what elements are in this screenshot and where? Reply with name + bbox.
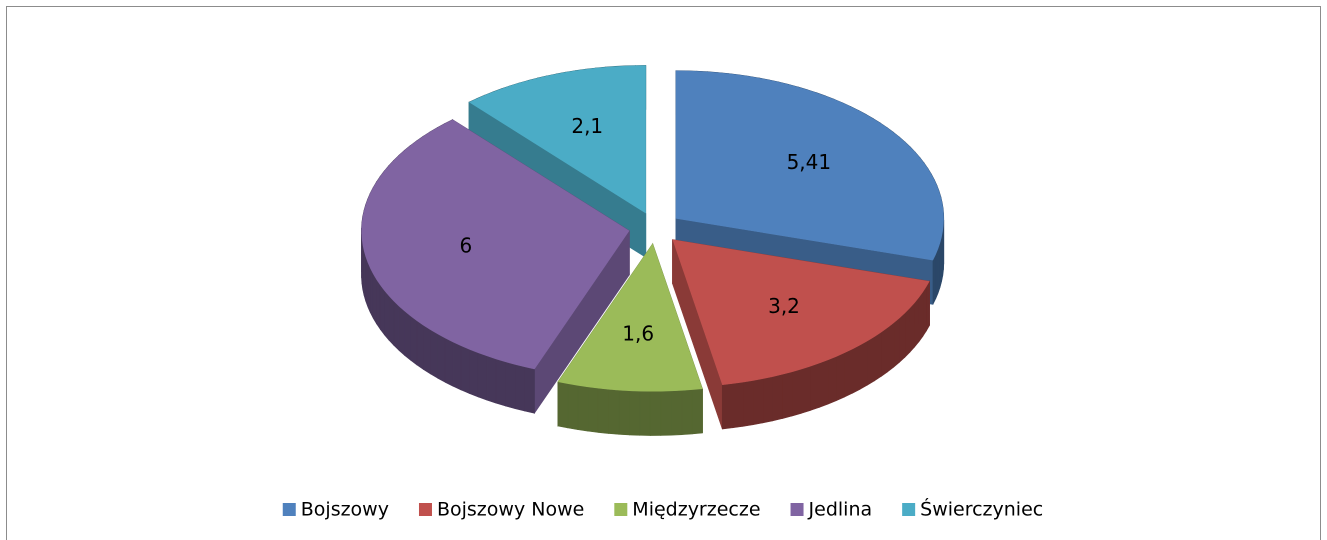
- legend-swatch: [418, 503, 432, 516]
- slice-side: [660, 390, 672, 436]
- slice-side: [874, 331, 882, 382]
- slice-side: [437, 333, 446, 383]
- slice-top: [675, 70, 944, 261]
- slice-top: [468, 65, 646, 214]
- slice-side: [791, 368, 802, 417]
- slice-side: [899, 312, 906, 363]
- slice-side: [367, 262, 371, 313]
- slice-side: [372, 273, 377, 325]
- slice-side: [577, 385, 589, 432]
- slice-side: [835, 352, 845, 402]
- legend-swatch: [282, 503, 296, 516]
- slice-top: [361, 119, 630, 370]
- legend-label: Świerczyniec: [920, 497, 1043, 521]
- legend-swatch: [614, 503, 628, 516]
- slice-side: [524, 366, 535, 414]
- slice-side: [370, 268, 374, 319]
- slice-side: [932, 254, 937, 305]
- slice-side: [486, 355, 497, 404]
- slice-side: [444, 337, 454, 387]
- slice-top: [672, 239, 930, 385]
- chart-frame: [6, 6, 1321, 540]
- slice-side: [721, 383, 733, 430]
- slice-side: [557, 381, 569, 429]
- pie-slice: [557, 242, 703, 436]
- pie-slice: [361, 119, 630, 415]
- legend-label: Jedlina: [808, 499, 873, 521]
- slice-side: [416, 320, 424, 371]
- pie-slice: [675, 70, 945, 305]
- slice-side: [762, 376, 773, 424]
- slice-side: [893, 317, 900, 368]
- slice-side: [460, 345, 470, 395]
- slice-side: [926, 280, 930, 332]
- slice-side: [629, 390, 641, 436]
- legend-label: Międzyrzecze: [632, 499, 760, 521]
- slice-side: [880, 327, 888, 377]
- slice-side: [752, 378, 764, 426]
- slice-side: [844, 348, 853, 398]
- slice-side: [852, 344, 861, 394]
- slice-side: [681, 389, 693, 435]
- slice-side: [800, 366, 811, 414]
- slice-side: [887, 322, 895, 373]
- slice-side: [423, 324, 431, 375]
- slice-side: [782, 371, 793, 419]
- slice-side: [772, 374, 783, 422]
- slice-side: [410, 315, 418, 366]
- legend-label: Bojszowy: [301, 499, 389, 521]
- slice-side: [691, 388, 703, 435]
- slice-side: [587, 386, 599, 433]
- slice-side: [732, 382, 744, 429]
- data-label: 5,41: [787, 150, 832, 174]
- slice-side: [818, 359, 829, 408]
- data-label: 2,1: [571, 114, 603, 138]
- slice-side: [859, 340, 868, 390]
- slice-side: [477, 352, 488, 401]
- slice-side: [649, 391, 662, 436]
- slice-top: [557, 243, 703, 392]
- slice-side: [639, 391, 651, 436]
- slice-side: [918, 291, 924, 343]
- slice-side: [867, 336, 875, 386]
- slice-side: [398, 305, 405, 356]
- slice-side: [742, 380, 754, 427]
- slice-side: [597, 388, 609, 434]
- slice-side: [384, 289, 390, 341]
- slice-side: [922, 285, 927, 338]
- slice-side: [404, 310, 411, 361]
- slice-side: [909, 302, 915, 353]
- legend-label: Bojszowy Nowe: [437, 499, 584, 521]
- slice-side: [914, 296, 920, 348]
- slice-side: [376, 278, 381, 331]
- slice-side: [365, 257, 369, 308]
- slice-side: [935, 248, 939, 299]
- slice-side: [393, 300, 400, 352]
- slice-side: [809, 363, 820, 411]
- slice-side: [452, 341, 462, 391]
- slice-side: [379, 284, 385, 336]
- data-label: 3,2: [768, 294, 800, 318]
- slice-side: [567, 383, 579, 430]
- slice-side: [618, 390, 630, 436]
- slice-side: [608, 389, 620, 435]
- slice-side: [388, 295, 395, 346]
- slice-side: [514, 364, 525, 412]
- slice-side: [904, 307, 911, 358]
- slice-side: [671, 390, 683, 436]
- slice-side: [469, 349, 479, 398]
- slice-side: [827, 356, 837, 405]
- legend-swatch: [902, 503, 916, 516]
- slice-side: [505, 361, 516, 410]
- data-label: 6: [460, 234, 473, 258]
- legend-swatch: [790, 503, 804, 516]
- slice-side: [430, 329, 438, 379]
- slice-side: [495, 358, 506, 407]
- pie-slice: [672, 239, 930, 430]
- data-label: 1,6: [622, 321, 654, 345]
